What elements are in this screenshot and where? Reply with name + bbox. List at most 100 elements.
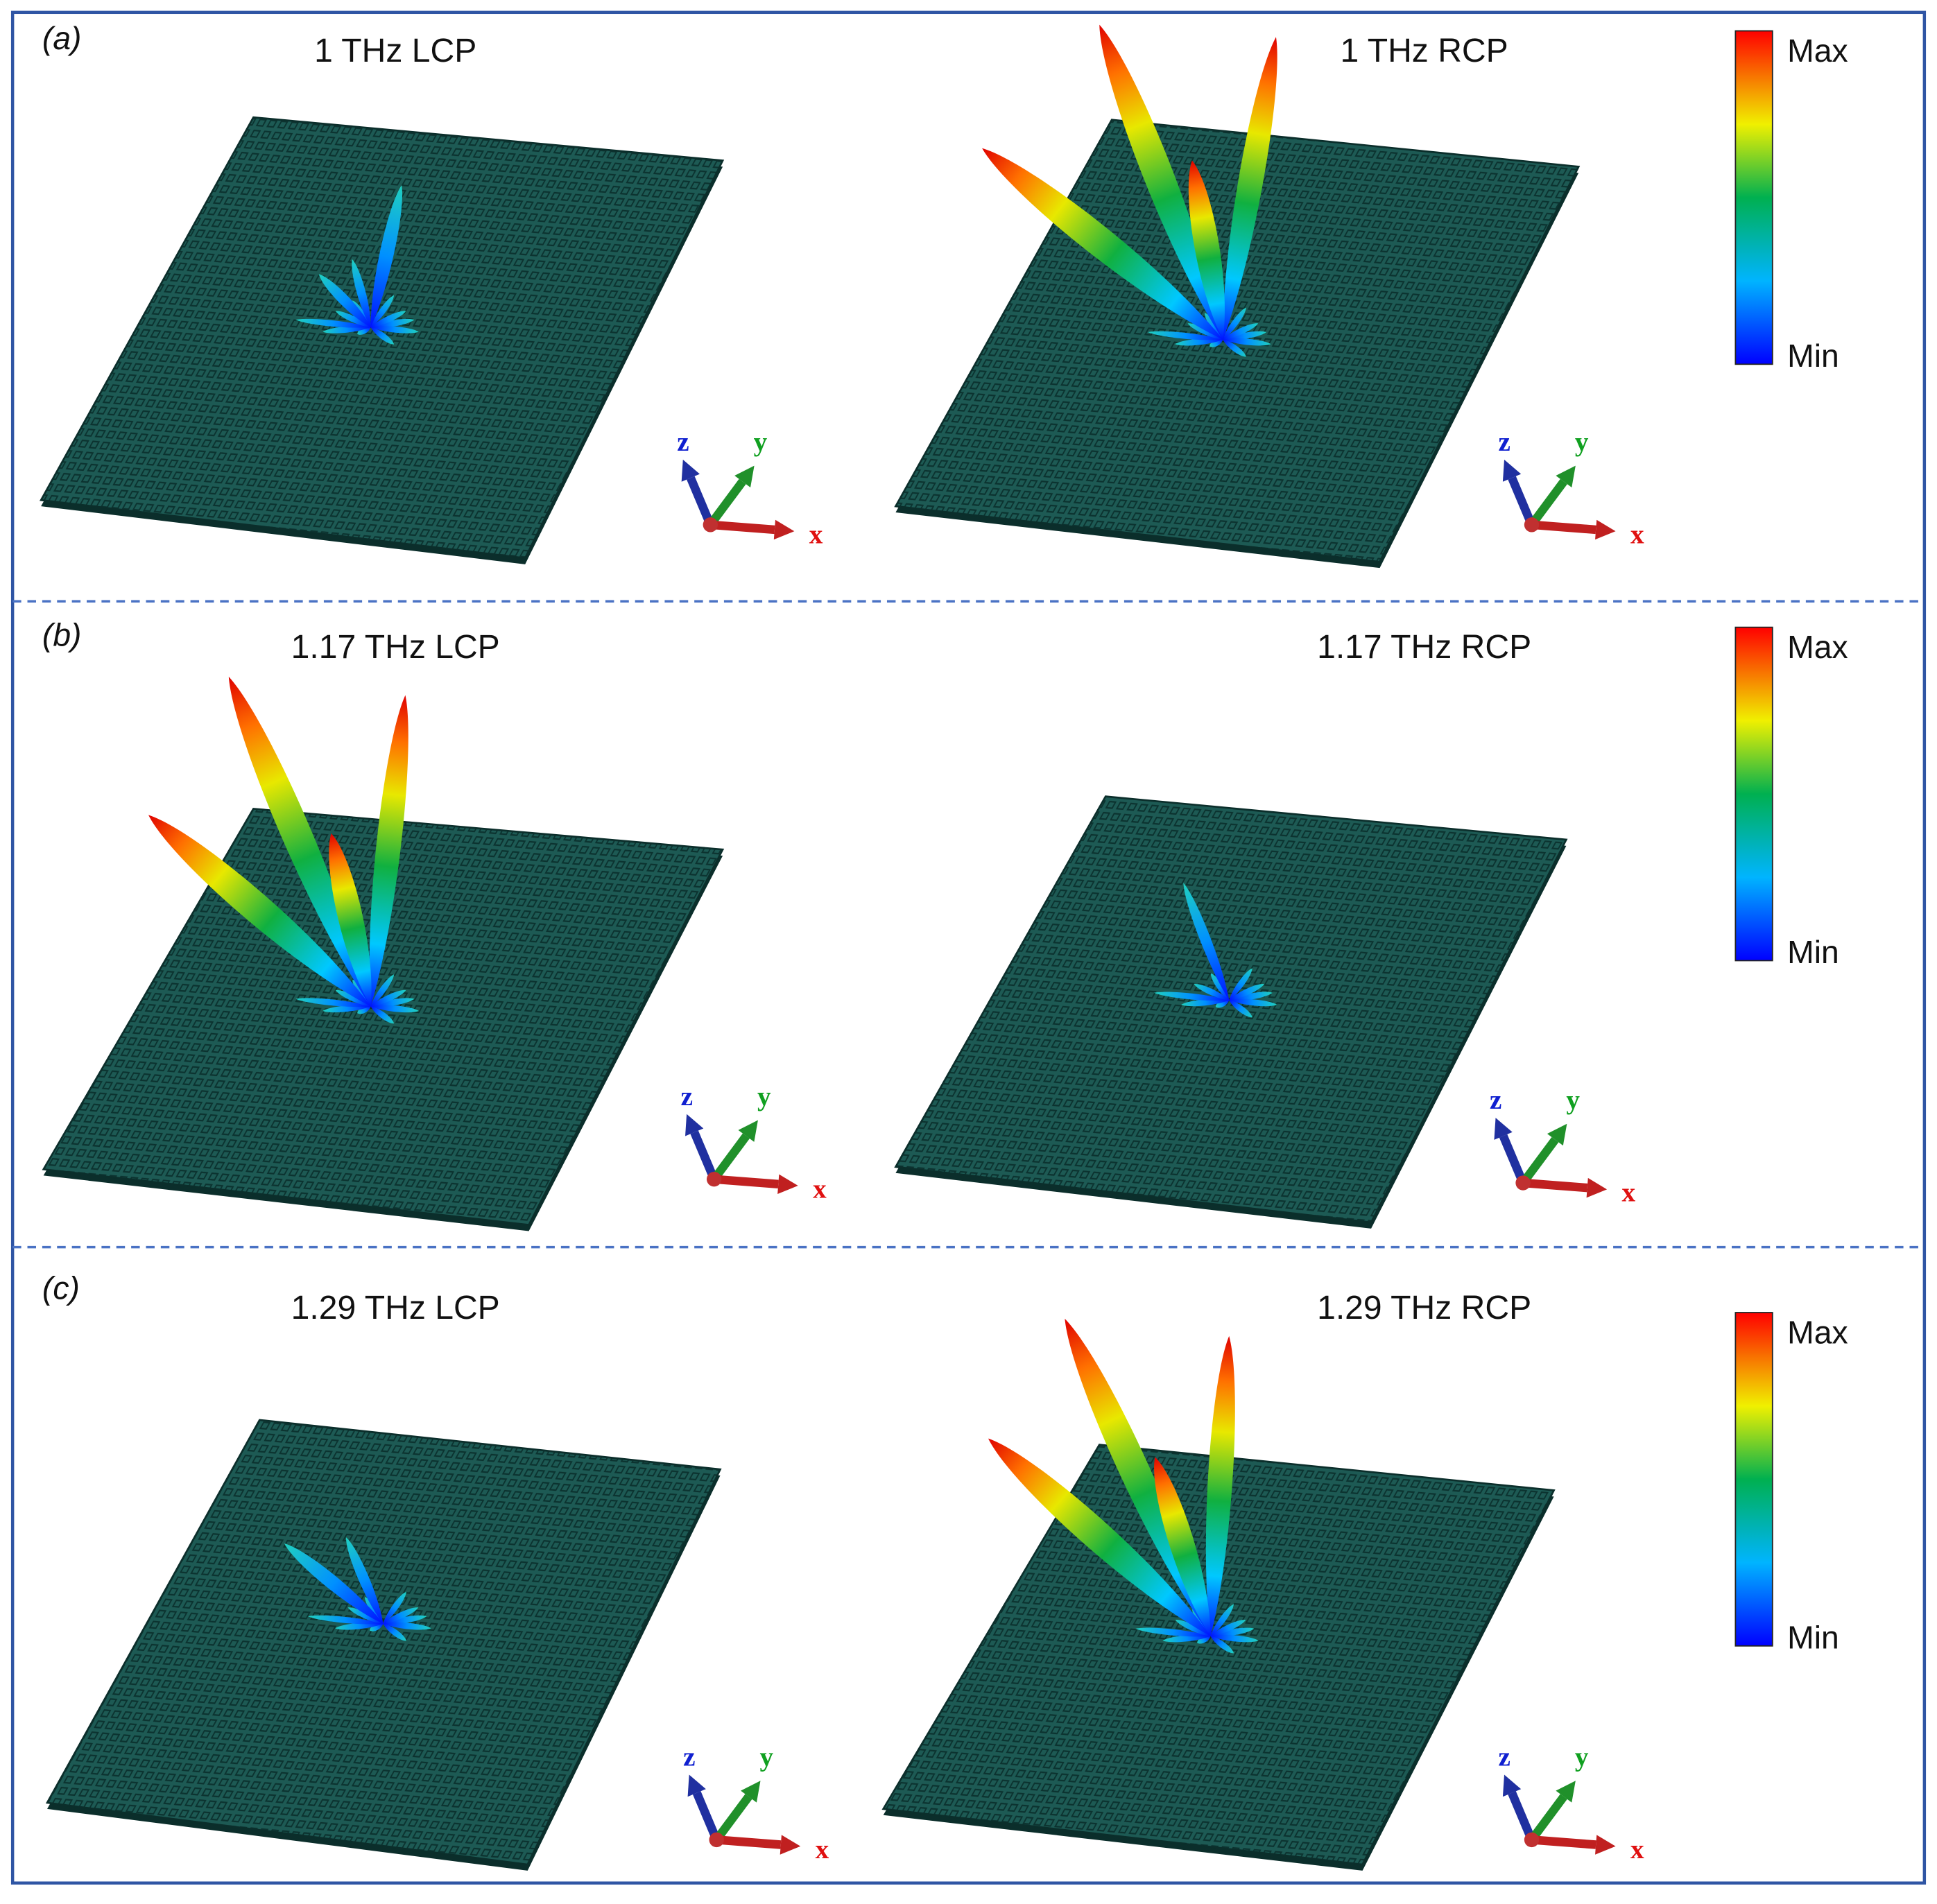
radiation-lobe xyxy=(1210,1634,1259,1643)
plot-title: 1.29 THz LCP xyxy=(291,1289,500,1326)
radiation-lobe xyxy=(1223,339,1246,357)
colorbar xyxy=(1734,626,1773,962)
axis-label: z xyxy=(1498,427,1510,457)
radiation-lobe xyxy=(1210,973,1230,1001)
radiation-lobe xyxy=(284,1543,384,1624)
radiation-lobe xyxy=(1229,998,1277,1007)
axis-arrowhead xyxy=(1494,1118,1513,1140)
radiation-lobe xyxy=(383,1623,406,1641)
radiation-lobe xyxy=(370,974,395,1007)
radiation-lobe xyxy=(308,1615,384,1625)
colorbar-max: Max xyxy=(1787,1315,1848,1351)
axis-arrow xyxy=(1508,476,1536,527)
axis-arrowhead xyxy=(780,1835,801,1855)
plot-title: 1.29 THz RCP xyxy=(1317,1289,1531,1326)
metasurface-plate xyxy=(45,1419,722,1866)
radiation-lobe xyxy=(1183,883,1230,1001)
radiation-lobe xyxy=(322,1005,371,1013)
axis-origin xyxy=(1524,1832,1540,1848)
panel-label: (b) xyxy=(42,616,82,652)
radiation-lobe xyxy=(1188,160,1225,340)
axis-arrowhead xyxy=(1502,459,1522,482)
radiation-lobe xyxy=(1210,1620,1246,1636)
axis-arrow xyxy=(710,1133,750,1182)
colorbar-min: Min xyxy=(1787,1619,1839,1655)
radiation-lobe xyxy=(370,318,415,328)
radiation-lobe xyxy=(383,1607,419,1624)
radiation-lobe xyxy=(148,815,371,1007)
radiation-lobe xyxy=(1175,1620,1211,1636)
axis-arrowhead xyxy=(1595,519,1616,540)
radiation-lobe xyxy=(335,311,371,327)
radiation-lobe xyxy=(1215,999,1230,1008)
radiation-lobe xyxy=(1210,1636,1234,1654)
radiation-lobe xyxy=(1154,1457,1211,1636)
radiation-lobe xyxy=(1210,1627,1255,1637)
radiation-lobe xyxy=(1135,1627,1211,1637)
axis-arrowhead xyxy=(1556,1781,1576,1803)
radiation-lobe xyxy=(1181,998,1230,1007)
axis-label: x xyxy=(813,1174,827,1204)
axis-arrowhead xyxy=(741,1781,761,1803)
colorbar xyxy=(1734,1312,1773,1647)
axis-arrowhead xyxy=(1595,1835,1616,1855)
radiation-lobe xyxy=(345,1537,384,1624)
radiation-lobe xyxy=(1187,323,1223,340)
radiation-lobe xyxy=(1223,323,1259,340)
radiation-lobe xyxy=(1153,992,1230,1001)
axis-arrow xyxy=(1499,1134,1527,1185)
axis-arrow xyxy=(687,476,715,527)
axis-arrow xyxy=(1522,1178,1588,1193)
axis-arrow xyxy=(1531,1835,1596,1849)
axis-label: y xyxy=(1575,427,1589,457)
radiation-lobe xyxy=(1204,313,1223,340)
radiation-lobe xyxy=(369,1623,384,1632)
colorbar-max: Max xyxy=(1787,33,1848,69)
radiation-lobe xyxy=(1223,37,1277,340)
radiation-lobe xyxy=(1229,968,1252,1001)
axis-arrow xyxy=(1508,1791,1536,1842)
axis-arrow xyxy=(713,1794,752,1843)
radiation-lobe xyxy=(370,311,406,327)
colorbar-min: Min xyxy=(1787,934,1839,970)
axis-label: z xyxy=(1490,1085,1501,1115)
radiation-lobe xyxy=(982,148,1223,340)
panel-label: (a) xyxy=(42,20,82,56)
radiation-lobe xyxy=(335,1622,384,1630)
radiation-lobe xyxy=(329,833,372,1007)
radiation-lobe xyxy=(1229,983,1265,1001)
radiation-lobe xyxy=(1209,339,1223,347)
radiation-lobe xyxy=(988,1438,1211,1636)
axis-label: x xyxy=(1630,1835,1644,1864)
axis-label: y xyxy=(754,427,768,457)
axis-arrow xyxy=(690,1130,718,1182)
axis-arrowhead xyxy=(1547,1123,1567,1146)
axis-arrowhead xyxy=(773,519,795,540)
axis-label: x xyxy=(1630,520,1644,550)
radiation-lobe xyxy=(322,326,371,334)
axis-arrowhead xyxy=(687,1774,706,1797)
axis-label: z xyxy=(677,427,689,457)
axis-arrowhead xyxy=(777,1174,798,1194)
axis-arrow xyxy=(1528,1794,1567,1843)
radiation-lobe xyxy=(370,998,415,1007)
colorbar-min: Min xyxy=(1787,338,1839,374)
axis-origin xyxy=(709,1832,724,1848)
colorbar xyxy=(1734,30,1773,365)
axis-arrow xyxy=(692,1791,721,1842)
axis-origin xyxy=(706,1171,722,1187)
axis-label: x xyxy=(816,1835,829,1864)
radiation-lobe xyxy=(370,326,419,334)
colorbar-max: Max xyxy=(1787,629,1848,665)
axis-arrow xyxy=(1520,1136,1559,1186)
axis-label: z xyxy=(683,1742,695,1772)
radiation-lobe xyxy=(318,274,371,327)
radiation-lobe xyxy=(357,1005,371,1014)
radiation-lobe xyxy=(383,1591,406,1624)
radiation-lobe xyxy=(1229,1000,1252,1018)
radiation-lobe xyxy=(370,1006,395,1024)
radiation-lobe xyxy=(352,979,371,1007)
axis-label: z xyxy=(681,1082,693,1111)
axis-label: y xyxy=(757,1082,771,1111)
